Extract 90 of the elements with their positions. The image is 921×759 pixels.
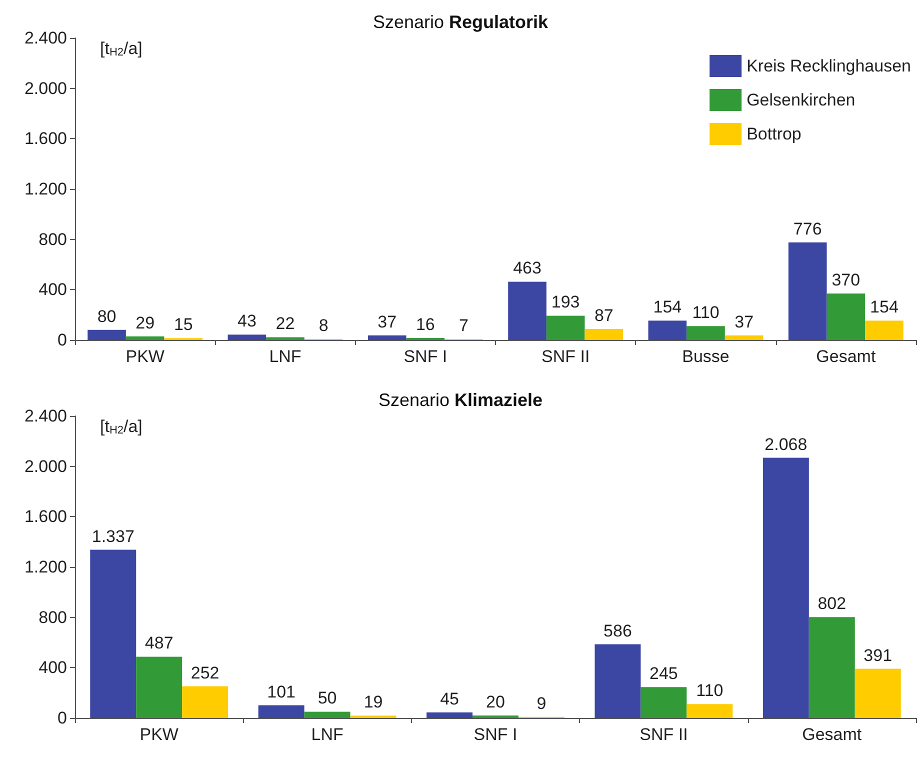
data-label: 101 — [267, 682, 296, 702]
x-tick-label: LNF — [269, 347, 302, 366]
x-tick-label: PKW — [140, 725, 178, 744]
data-label: 154 — [870, 298, 898, 317]
bar — [788, 242, 827, 340]
legend-label: Kreis Recklinghausen — [746, 56, 911, 76]
bar — [546, 316, 585, 340]
data-label: 802 — [818, 594, 846, 614]
y-tick-label: 0 — [58, 330, 67, 350]
data-label: 50 — [318, 688, 337, 708]
data-label: 37 — [378, 312, 397, 332]
y-tick-label: 400 — [38, 280, 67, 300]
data-label: 245 — [650, 664, 678, 684]
x-tick-label: LNF — [311, 725, 344, 744]
data-label: 2.068 — [764, 434, 808, 454]
x-tick-label: Gesamt — [816, 347, 876, 366]
y-tick-label: 1.600 — [24, 507, 67, 526]
data-label: 252 — [190, 663, 220, 682]
data-label: 37 — [734, 312, 754, 332]
y-tick-label: 2.400 — [24, 28, 67, 48]
chart-title: Szenario Klimaziele — [378, 390, 543, 410]
y-tick-label: 0 — [58, 708, 67, 728]
bar — [762, 458, 809, 718]
y-tick-label: 800 — [38, 608, 67, 627]
bar — [258, 705, 304, 718]
data-label: 1.337 — [92, 526, 134, 546]
y-tick-label: 1.200 — [24, 558, 67, 576]
data-label: 586 — [604, 621, 632, 640]
data-label: 370 — [832, 270, 860, 290]
x-tick-label: PKW — [126, 347, 164, 366]
bar — [640, 687, 687, 718]
x-tick-label: SNF I — [474, 725, 518, 744]
data-label: 45 — [440, 689, 459, 708]
data-label: 19 — [364, 692, 383, 712]
data-label: 16 — [416, 314, 435, 334]
bar — [90, 550, 136, 718]
data-label: 154 — [653, 298, 682, 317]
y-tick-label: 2.000 — [24, 456, 67, 476]
data-label: 110 — [696, 681, 724, 700]
legend-label: Bottrop — [746, 124, 802, 144]
chart-title: Szenario Regulatorik — [372, 12, 550, 32]
y-tick-label: 400 — [38, 658, 67, 678]
bar — [724, 335, 764, 340]
bar — [648, 320, 687, 340]
y-tick-label: 1.200 — [24, 180, 67, 198]
data-label: 43 — [237, 312, 256, 331]
data-label: 80 — [97, 306, 116, 326]
legend-label: Gelsenkirchen — [746, 90, 856, 110]
bar — [126, 336, 164, 340]
bar — [584, 329, 624, 340]
bar — [686, 704, 733, 718]
bar — [88, 330, 126, 340]
y-tick-label: 1.600 — [24, 129, 67, 148]
data-label: 15 — [174, 315, 193, 334]
bar — [182, 686, 228, 718]
bar — [854, 668, 901, 718]
data-label: 110 — [692, 303, 720, 322]
bar — [594, 644, 641, 718]
bar — [472, 715, 518, 718]
y-tick-label: 800 — [38, 230, 67, 249]
bar — [808, 617, 855, 718]
x-tick-label: Busse — [682, 347, 730, 366]
data-label: 776 — [793, 219, 822, 238]
data-label: 463 — [513, 258, 542, 278]
data-label: 487 — [144, 634, 174, 653]
bar — [826, 293, 866, 340]
data-label: 193 — [551, 292, 580, 312]
x-tick-label: SNF II — [640, 725, 688, 744]
data-label: 9 — [536, 694, 546, 713]
bar — [368, 335, 406, 340]
bar — [426, 712, 473, 718]
y-tick-label: 2.400 — [24, 406, 67, 426]
bar — [686, 326, 725, 340]
x-tick-label: SNF II — [541, 347, 590, 366]
bar — [136, 656, 182, 718]
data-label: 29 — [136, 313, 155, 332]
data-label: 7 — [458, 316, 468, 336]
bar — [865, 320, 904, 340]
bar — [228, 334, 266, 340]
data-label: 22 — [276, 314, 295, 334]
y-tick-label: 2.000 — [24, 78, 67, 98]
data-label: 8 — [318, 316, 328, 335]
data-label: 391 — [864, 646, 892, 665]
x-tick-label: Gesamt — [802, 725, 862, 744]
bar — [266, 337, 304, 340]
data-label: 87 — [594, 306, 614, 326]
bar — [304, 712, 350, 718]
bar — [508, 282, 546, 340]
x-tick-label: SNF I — [404, 347, 448, 366]
data-label: 20 — [486, 692, 505, 712]
